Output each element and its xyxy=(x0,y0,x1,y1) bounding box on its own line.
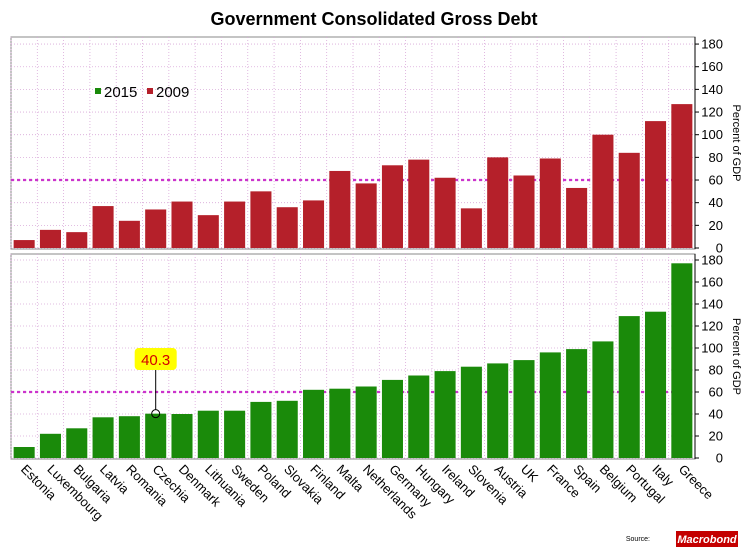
bar-2015-finland xyxy=(303,389,325,458)
panel-2015: 0 20 40 60 80 100 120 140 160 180 Percent of GDP xyxy=(10,253,742,466)
y-tick-label: 60 xyxy=(709,385,723,400)
bar-2015-bulgaria xyxy=(66,428,88,458)
bar-2009-poland xyxy=(250,191,272,248)
category-label-greece: Greece xyxy=(676,462,717,503)
bar-2015-belgium xyxy=(592,341,614,458)
macrobond-logo-text: Macrobond xyxy=(677,534,737,546)
bar-2009-portugal xyxy=(618,152,640,248)
bar-2009-bulgaria xyxy=(66,232,88,248)
y-tick-label: 120 xyxy=(701,319,723,334)
bar-2015-spain xyxy=(566,349,588,458)
bar-2009-uk xyxy=(513,175,535,248)
y-tick-label: 40 xyxy=(709,407,723,422)
legend-label-2015: 2015 xyxy=(104,84,137,101)
y-tick-label: 60 xyxy=(709,173,723,188)
bar-2015-uk xyxy=(513,360,535,458)
panel-2009: 0 20 40 60 80 100 120 140 160 180 Percent of GDP xyxy=(10,36,742,256)
y-tick-label: 20 xyxy=(709,218,723,233)
y-tick-label: 40 xyxy=(709,195,723,210)
bar-2009-lithuania xyxy=(197,215,219,248)
y-tick-label: 140 xyxy=(701,297,723,312)
bar-2009-malta xyxy=(329,170,351,248)
legend-label-2009: 2009 xyxy=(156,84,189,101)
bar-2015-hungary xyxy=(408,375,430,458)
bar-2009-greece xyxy=(671,104,693,248)
bar-2009-france xyxy=(539,158,561,248)
bar-2015-ireland xyxy=(434,371,456,458)
bar-2015-denmark xyxy=(171,414,193,458)
macrobond-logo xyxy=(676,531,738,547)
y-tick-label: 180 xyxy=(701,37,723,52)
bar-2015-czechia xyxy=(145,413,167,458)
bar-2009-ireland xyxy=(434,177,456,248)
bar-2009-slovakia xyxy=(276,207,298,248)
bar-2015-latvia xyxy=(92,417,114,458)
legend-swatch-2009 xyxy=(147,88,153,94)
bar-2009-romania xyxy=(118,220,140,248)
bar-2015-lithuania xyxy=(197,410,219,458)
bar-2015-poland xyxy=(250,401,272,458)
annotation-label: 40.3 xyxy=(141,352,170,369)
bar-2015-slovakia xyxy=(276,400,298,458)
bar-2009-germany xyxy=(381,165,403,248)
y-tick-label: 80 xyxy=(709,150,723,165)
bar-2009-netherlands xyxy=(355,183,377,248)
bar-2015-austria xyxy=(487,363,509,458)
chart-title: Government Consolidated Gross Debt xyxy=(210,9,537,29)
y-tick-label: 160 xyxy=(701,275,723,290)
bar-2015-luxembourg xyxy=(39,433,61,458)
bar-2009-czechia xyxy=(145,209,167,248)
y-axis-label: Percent of GDP xyxy=(730,104,742,181)
bar-2015-portugal xyxy=(618,316,640,458)
y-tick-label: 100 xyxy=(701,127,723,142)
bar-2009-sweden xyxy=(224,201,246,248)
bar-2009-hungary xyxy=(408,159,430,248)
bar-2009-austria xyxy=(487,157,509,248)
bar-2015-romania xyxy=(118,416,140,458)
bar-2015-slovenia xyxy=(460,366,482,458)
bar-2015-estonia xyxy=(13,447,35,458)
y-tick-label: 140 xyxy=(701,82,723,97)
y-tick-label: 0 xyxy=(716,451,723,466)
bar-2009-latvia xyxy=(92,206,114,248)
y-tick-label: 180 xyxy=(701,253,723,268)
y-tick-label: 100 xyxy=(701,341,723,356)
bar-2015-malta xyxy=(329,388,351,458)
bar-2009-slovenia xyxy=(460,208,482,248)
bar-2009-estonia xyxy=(13,240,35,248)
y-tick-label: 120 xyxy=(701,105,723,120)
source-label: Source: xyxy=(626,536,650,543)
bar-2015-sweden xyxy=(224,410,246,458)
bar-2009-finland xyxy=(303,200,325,248)
legend-swatch-2015 xyxy=(95,88,101,94)
bar-2009-belgium xyxy=(592,134,614,248)
bar-2015-italy xyxy=(645,311,667,458)
legend: 2015 2009 xyxy=(95,84,189,101)
y-tick-label: 20 xyxy=(709,429,723,444)
y-tick-label: 160 xyxy=(701,59,723,74)
bar-2009-italy xyxy=(645,121,667,248)
bar-2015-germany xyxy=(381,379,403,458)
bar-2015-greece xyxy=(671,263,693,458)
y-tick-label: 80 xyxy=(709,363,723,378)
bar-2009-spain xyxy=(566,187,588,248)
annotation-marker xyxy=(151,409,161,419)
bar-2015-france xyxy=(539,352,561,458)
bar-2009-luxembourg xyxy=(39,229,61,248)
y-axis-label: Percent of GDP xyxy=(730,318,742,395)
y-tick-label: 0 xyxy=(716,241,723,256)
bar-2009-denmark xyxy=(171,201,193,248)
bar-2015-netherlands xyxy=(355,386,377,458)
annotation-box xyxy=(134,348,177,370)
